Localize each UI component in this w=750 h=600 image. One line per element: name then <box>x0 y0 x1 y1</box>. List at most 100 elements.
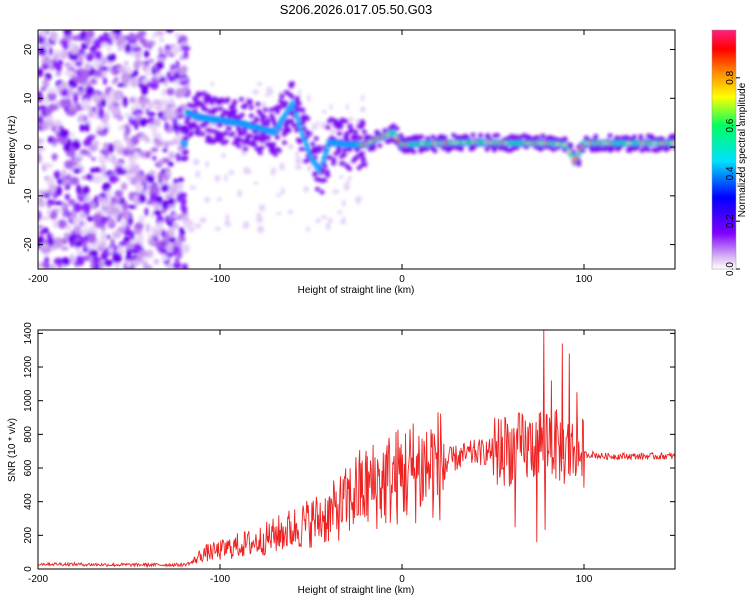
noise-blob <box>72 103 78 110</box>
noise-blob <box>83 99 91 108</box>
noise-blob <box>148 42 153 50</box>
noise-blob <box>144 265 150 269</box>
noise-blob <box>329 103 333 110</box>
noise-blob <box>207 124 211 130</box>
ridge-blob <box>252 142 258 148</box>
noise-blob <box>175 152 181 162</box>
noise-blob <box>180 204 185 211</box>
noise-blob <box>325 222 331 231</box>
noise-blob <box>158 46 164 55</box>
noise-blob <box>174 256 180 264</box>
ridge-blob <box>336 131 342 136</box>
noise-blob <box>42 55 51 65</box>
ridge-blob <box>412 134 418 139</box>
ridge-blob <box>276 148 282 153</box>
ridge-blob <box>354 147 360 153</box>
noise-blob <box>79 123 85 132</box>
noise-blob <box>135 171 142 181</box>
ridge-blob <box>253 116 259 122</box>
noise-blob <box>73 217 82 227</box>
noise-blob <box>207 105 212 109</box>
noise-blob <box>61 168 66 177</box>
noise-blob <box>97 129 106 136</box>
ridge-blob <box>353 129 359 135</box>
noise-blob <box>129 177 139 186</box>
noise-blob <box>256 81 263 86</box>
noise-blob <box>38 46 47 56</box>
ridge-blob <box>344 134 350 140</box>
noise-blob <box>38 106 44 111</box>
noise-blob <box>100 98 107 107</box>
noise-blob <box>165 170 171 177</box>
ridge-blob <box>607 133 613 138</box>
ridge-blob <box>183 136 189 141</box>
noise-blob <box>38 110 42 117</box>
noise-blob <box>122 96 128 108</box>
noise-blob <box>140 150 146 159</box>
noise-blob <box>53 257 64 266</box>
noise-blob <box>85 173 93 181</box>
ridge-blob <box>609 147 615 152</box>
ridge-blob <box>189 103 195 108</box>
noise-blob <box>47 90 57 102</box>
ridge-blob <box>551 147 557 152</box>
noise-blob <box>72 167 82 174</box>
noise-blob <box>129 157 136 167</box>
ridge-blob <box>390 123 396 128</box>
ridge-blob <box>538 147 544 152</box>
noise-blob <box>47 236 55 247</box>
noise-blob <box>98 64 103 75</box>
ridge-blob <box>206 94 212 100</box>
noise-blob <box>171 222 179 230</box>
noise-blob <box>147 234 153 239</box>
ridge-blob <box>301 119 307 124</box>
noise-blob <box>288 209 293 215</box>
colorbar-label: Normalized spectral amplitude <box>737 82 748 217</box>
noise-blob <box>124 60 129 67</box>
noise-blob <box>62 178 70 186</box>
noise-blob <box>111 231 122 239</box>
noise-blob <box>193 158 200 166</box>
ridge-blob <box>377 143 383 148</box>
noise-blob <box>78 113 85 123</box>
noise-blob <box>86 135 94 142</box>
ridge-blob <box>238 137 244 143</box>
ridge-blob <box>289 94 295 99</box>
noise-blob <box>146 249 154 258</box>
noise-blob <box>52 219 59 229</box>
ridge-blob <box>361 129 367 135</box>
ridge-blob <box>347 166 353 171</box>
noise-blob <box>145 223 151 233</box>
noise-blob <box>104 36 112 43</box>
noise-blob <box>184 83 190 90</box>
noise-blob <box>168 236 176 244</box>
ridge-blob <box>305 116 311 121</box>
noise-blob <box>275 193 282 198</box>
noise-blob <box>64 70 75 77</box>
noise-blob <box>165 113 175 121</box>
noise-blob <box>134 183 144 193</box>
ridge-blob <box>298 146 304 152</box>
noise-blob <box>123 212 131 220</box>
noise-blob <box>62 39 69 50</box>
noise-blob <box>63 30 72 37</box>
noise-blob <box>38 230 46 235</box>
noise-blob <box>64 62 71 68</box>
noise-blob <box>134 98 140 109</box>
noise-blob <box>64 159 75 169</box>
noise-blob <box>114 190 123 197</box>
noise-blob <box>199 217 207 223</box>
noise-blob <box>44 96 49 106</box>
noise-blob <box>270 167 277 175</box>
ridge-blob <box>265 135 271 140</box>
ridge-blob <box>430 134 436 140</box>
noise-blob <box>195 170 201 178</box>
ridge-blob <box>310 141 316 147</box>
noise-blob <box>101 175 108 180</box>
noise-blob <box>117 34 126 46</box>
noise-blob <box>179 55 185 60</box>
noise-blob <box>89 201 97 209</box>
ridge-blob <box>230 131 236 136</box>
